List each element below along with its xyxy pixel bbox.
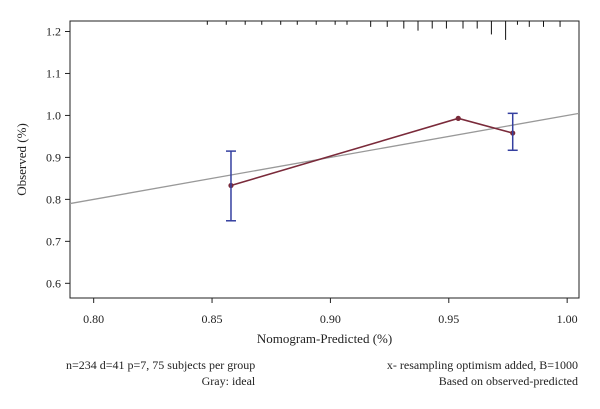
error-bar-layer	[225, 112, 518, 222]
y-tick-label-2: 0.8	[46, 192, 61, 206]
x-tick-label-3: 0.95	[438, 312, 459, 326]
y-tick-label-1: 0.7	[46, 234, 61, 248]
y-tick-label-3: 0.9	[46, 150, 61, 164]
x-tick-label-2: 0.90	[320, 312, 341, 326]
y-tick-label-0: 0.6	[46, 276, 61, 290]
calibration-series-layer	[228, 115, 516, 189]
x-tick-label-1: 0.85	[202, 312, 223, 326]
calibration-line	[230, 117, 513, 187]
calibration-point-1	[455, 115, 461, 121]
footnote-right-line-2: Based on observed-predicted	[438, 374, 578, 388]
plot-frame	[69, 20, 580, 299]
error-bar-0	[225, 150, 236, 222]
footnote-left-line-2: Gray: ideal	[201, 374, 256, 388]
y-axis-title: Observed (%)	[14, 123, 29, 196]
error-bar-1	[507, 112, 518, 152]
calibration-chart: 0.80 0.85 0.90 0.95 1.00 0.6 0.7 0.8 0.9 1.0 1.1 1…	[14, 20, 580, 346]
x-tick-label-4: 1.00	[557, 312, 578, 326]
footnote-left-line-1: n=234 d=41 p=7, 75 subjects per group	[66, 358, 256, 372]
footnote-left: n=234 d=41 p=7, 75 subjects per group Gr…	[66, 357, 255, 389]
footnote-right-line-1: x- resampling optimism added, B=1000	[386, 358, 578, 372]
x-axis: 0.80 0.85 0.90 0.95 1.00	[83, 298, 578, 326]
footnote-right: x- resampling optimism added, B=1000 Bas…	[387, 357, 578, 389]
x-tick-label-0: 0.80	[83, 312, 104, 326]
y-tick-label-5: 1.1	[46, 66, 61, 80]
y-axis: 0.6 0.7 0.8 0.9 1.0 1.1 1.2	[46, 24, 70, 290]
y-tick-label-4: 1.0	[46, 108, 61, 122]
x-axis-title: Nomogram-Predicted (%)	[257, 331, 392, 346]
rug-layer	[206, 21, 561, 40]
y-tick-label-6: 1.2	[46, 24, 61, 38]
